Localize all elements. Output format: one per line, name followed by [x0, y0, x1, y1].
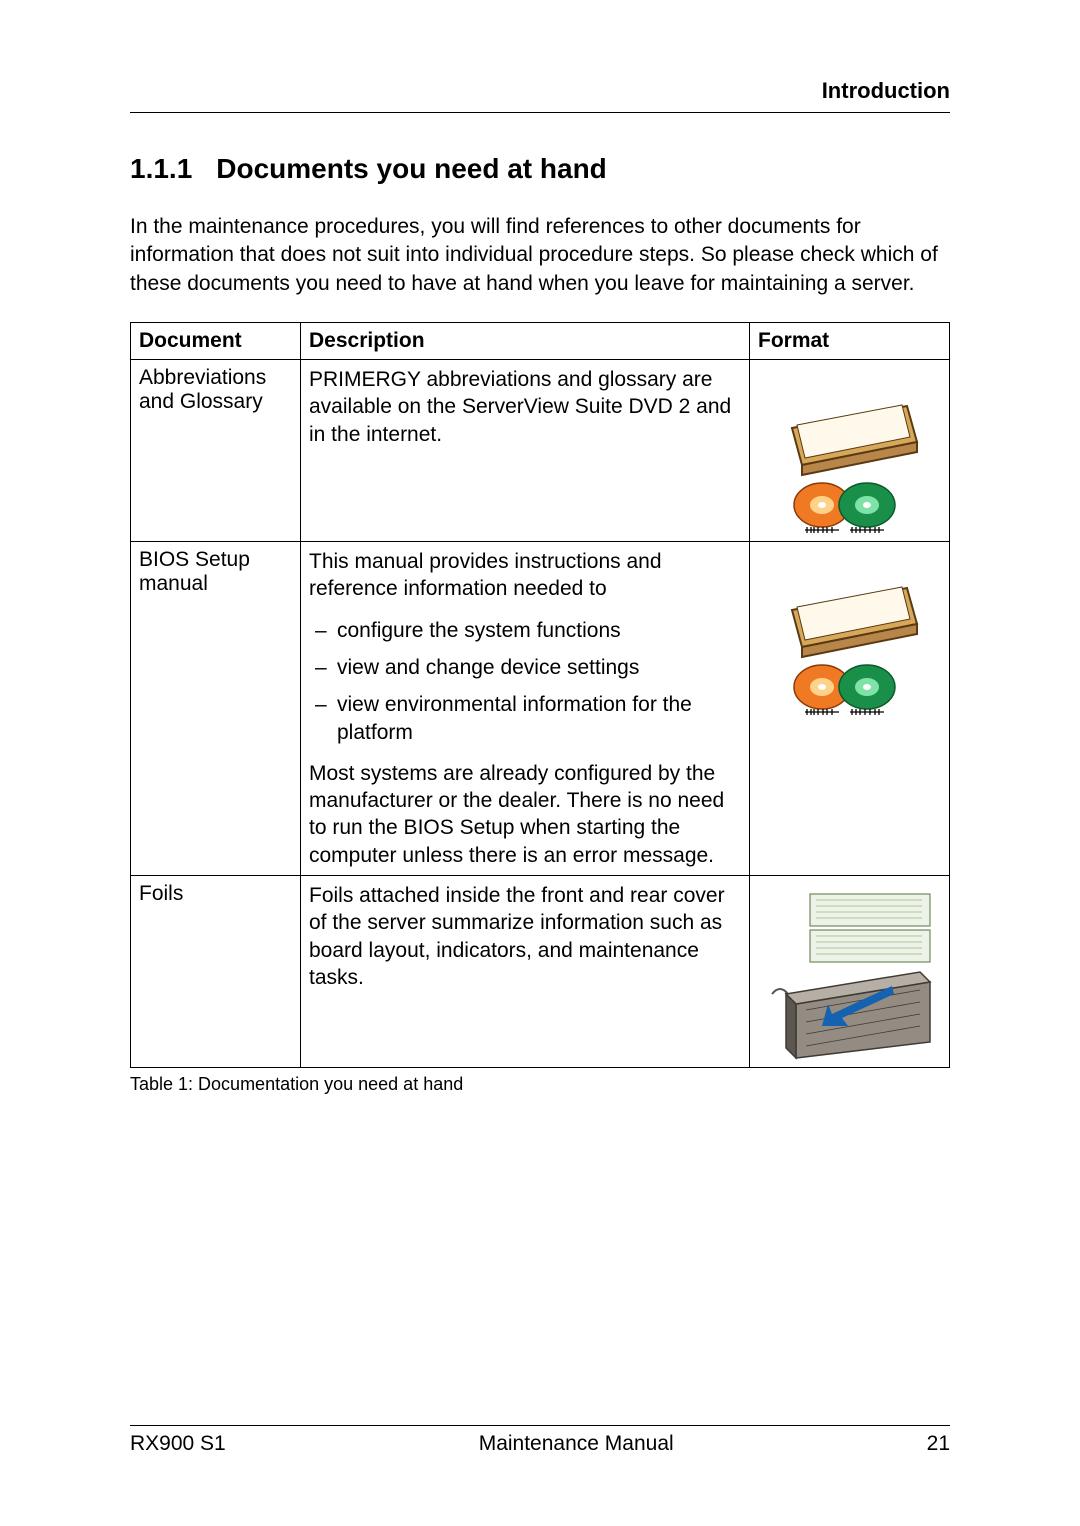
section-intro-paragraph: In the maintenance procedures, you will …: [130, 213, 950, 298]
laptop-discs-icon: [767, 370, 932, 535]
table-cell-document: Foils: [131, 876, 301, 1068]
header-divider: [130, 112, 950, 113]
section-heading: 1.1.1 Documents you need at hand: [130, 153, 950, 185]
section-number: 1.1.1: [130, 153, 192, 185]
list-item: view environmental information for the p…: [309, 691, 741, 746]
table-cell-description: Foils attached inside the front and rear…: [301, 876, 750, 1068]
section-title-text: Documents you need at hand: [216, 153, 607, 184]
description-text: PRIMERGY abbreviations and glossary are …: [309, 366, 741, 448]
description-bullet-list: configure the system functions view and …: [309, 617, 741, 746]
table-cell-description: This manual provides instructions and re…: [301, 542, 750, 876]
description-text: Foils attached inside the front and rear…: [309, 882, 741, 991]
documents-table: Document Description Format Abbreviation…: [130, 322, 950, 1068]
table-caption: Table 1: Documentation you need at hand: [130, 1074, 950, 1095]
table-cell-description: PRIMERGY abbreviations and glossary are …: [301, 360, 750, 542]
footer-divider: [130, 1425, 950, 1426]
table-header-row: Document Description Format: [131, 323, 950, 360]
page-footer: RX900 S1 Maintenance Manual 21: [130, 1425, 950, 1456]
server-foils-icon: [762, 886, 937, 1061]
table-header-format: Format: [750, 323, 950, 360]
table-cell-format: [750, 360, 950, 542]
table-cell-document: BIOS Setup manual: [131, 542, 301, 876]
footer-page-number: 21: [927, 1432, 950, 1456]
footer-manual-name: Maintenance Manual: [479, 1432, 674, 1456]
list-item: view and change device settings: [309, 654, 741, 681]
page-header-chapter: Introduction: [130, 78, 950, 112]
footer-product: RX900 S1: [130, 1432, 226, 1456]
table-header-document: Document: [131, 323, 301, 360]
description-outro: Most systems are already configured by t…: [309, 760, 741, 869]
table-header-description: Description: [301, 323, 750, 360]
table-row: BIOS Setup manual This manual provides i…: [131, 542, 950, 876]
table-cell-format: [750, 542, 950, 876]
description-intro: This manual provides instructions and re…: [309, 548, 741, 603]
laptop-discs-icon: [767, 552, 932, 717]
table-cell-format: [750, 876, 950, 1068]
table-cell-document: Abbreviations and Glossary: [131, 360, 301, 542]
list-item: configure the system functions: [309, 617, 741, 644]
table-row: Foils Foils attached inside the front an…: [131, 876, 950, 1068]
table-row: Abbreviations and Glossary PRIMERGY abbr…: [131, 360, 950, 542]
